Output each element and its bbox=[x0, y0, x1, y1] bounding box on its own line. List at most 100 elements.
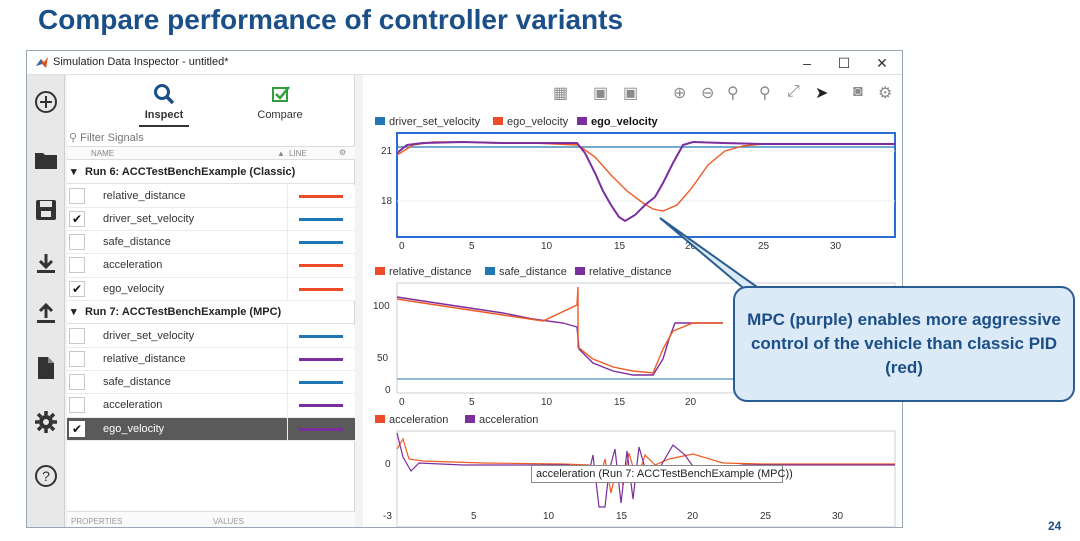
signal-line-style[interactable] bbox=[299, 287, 343, 291]
signal-row[interactable]: acceleration bbox=[67, 254, 355, 278]
checkbox-check-icon bbox=[272, 86, 290, 102]
signal-checkbox[interactable]: ✔ bbox=[69, 280, 85, 297]
snapshot-camera-icon[interactable]: ◙ bbox=[853, 83, 863, 100]
fit-to-view-icon[interactable]: ⤢ bbox=[787, 83, 800, 100]
signal-line-style[interactable] bbox=[299, 427, 343, 431]
cursor-icon[interactable]: ➤ bbox=[815, 85, 829, 102]
sdi-window: Simulation Data Inspector - untitled* – … bbox=[26, 50, 903, 528]
callout-box: MPC (purple) enables more aggressive con… bbox=[733, 286, 1075, 402]
signal-checkbox[interactable]: ✔ bbox=[69, 420, 85, 437]
signal-name: acceleration bbox=[103, 259, 163, 272]
signal-row[interactable]: driver_set_velocity bbox=[67, 324, 355, 348]
plot1-xtick-5: 5 bbox=[469, 241, 475, 252]
column-separator bbox=[287, 207, 288, 231]
plot3-xtick-30: 30 bbox=[832, 511, 844, 522]
signal-checkbox[interactable] bbox=[69, 327, 85, 344]
plot2-xtick-5: 5 bbox=[469, 397, 475, 408]
zoom-out-icon[interactable]: ⊖ bbox=[701, 85, 715, 102]
plot1-ytick-18: 18 bbox=[381, 196, 393, 207]
values-label: VALUES bbox=[213, 517, 244, 526]
plot-1[interactable]: driver_set_velocity ego_velocity ego_vel… bbox=[375, 116, 896, 252]
legend-plot3-0: acceleration bbox=[389, 414, 448, 426]
run-header[interactable]: Run 6: ACCTestBenchExample (Classic) ▾ bbox=[67, 161, 355, 184]
column-separator bbox=[287, 254, 288, 278]
plot3-ytick-0: 0 bbox=[385, 459, 391, 470]
signal-checkbox[interactable] bbox=[69, 257, 85, 274]
signal-row[interactable]: ✔ ego_velocity bbox=[67, 417, 355, 441]
signal-row[interactable]: ✔ ego_velocity bbox=[67, 277, 355, 301]
page-number: 24 bbox=[1048, 519, 1062, 533]
download-icon[interactable] bbox=[33, 251, 59, 277]
upload-icon[interactable] bbox=[33, 301, 59, 327]
signal-line-style[interactable] bbox=[299, 381, 343, 385]
signal-row[interactable]: safe_distance bbox=[67, 371, 355, 395]
column-separator bbox=[287, 324, 288, 348]
signal-checkbox[interactable] bbox=[69, 187, 85, 204]
save-icon[interactable] bbox=[33, 197, 59, 223]
signal-line-style[interactable] bbox=[299, 357, 343, 361]
column-separator bbox=[287, 347, 288, 371]
plot3-xtick-25: 25 bbox=[760, 511, 772, 522]
matlab-logo-icon bbox=[36, 57, 48, 68]
filter-signals-input[interactable] bbox=[80, 132, 281, 144]
signal-checkbox[interactable]: ✔ bbox=[69, 210, 85, 227]
signal-line-style[interactable] bbox=[299, 194, 343, 198]
plot1-frame bbox=[396, 132, 896, 238]
plus-circle-icon[interactable] bbox=[33, 89, 59, 115]
legend-plot3-1: acceleration bbox=[479, 414, 538, 426]
legend-swatch-accel-classic bbox=[375, 415, 385, 423]
close-button[interactable]: ✕ bbox=[876, 55, 888, 71]
tab-compare[interactable]: Compare bbox=[235, 81, 325, 127]
subplot-2-icon[interactable]: ▣ bbox=[623, 85, 639, 102]
zoom-y-icon[interactable]: ⚲ bbox=[759, 85, 771, 102]
signal-checkbox[interactable] bbox=[69, 234, 85, 251]
signal-line-style[interactable] bbox=[299, 241, 343, 245]
signal-row[interactable]: relative_distance bbox=[67, 347, 355, 372]
callout-text: MPC (purple) enables more aggressive con… bbox=[747, 310, 1061, 377]
column-separator bbox=[287, 371, 288, 395]
column-separator bbox=[287, 184, 288, 208]
help-icon[interactable]: ? bbox=[33, 463, 59, 489]
plot2-rel-distance-classic bbox=[396, 286, 723, 374]
signal-checkbox[interactable] bbox=[69, 397, 85, 414]
signal-line-style[interactable] bbox=[299, 264, 343, 268]
signal-line-style[interactable] bbox=[299, 404, 343, 408]
tab-inspect[interactable]: Inspect bbox=[119, 81, 209, 127]
run-header[interactable]: Run 7: ACCTestBenchExample (MPC) ▾ bbox=[67, 301, 355, 324]
legend-plot1-2: ego_velocity bbox=[591, 116, 659, 128]
signal-row[interactable]: ✔ driver_set_velocity bbox=[67, 207, 355, 232]
signal-checkbox[interactable] bbox=[69, 350, 85, 367]
legend-swatch-accel-mpc bbox=[465, 415, 475, 423]
plot1-ego-velocity-mpc bbox=[396, 140, 895, 223]
folder-icon[interactable] bbox=[33, 147, 59, 173]
signal-row[interactable]: relative_distance bbox=[67, 184, 355, 208]
signal-line-style[interactable] bbox=[299, 217, 343, 221]
signal-checkbox[interactable] bbox=[69, 374, 85, 391]
signal-line-style[interactable] bbox=[299, 334, 343, 338]
maximize-button[interactable]: ☐ bbox=[837, 55, 851, 71]
layout-grid-icon[interactable]: ▦ bbox=[553, 85, 569, 102]
signal-row[interactable]: acceleration bbox=[67, 394, 355, 418]
legend-swatch-driver-set bbox=[375, 117, 385, 125]
minimize-button[interactable]: – bbox=[803, 55, 811, 71]
plot3-ytick-neg3: -3 bbox=[383, 511, 392, 522]
collapse-caret-icon[interactable]: ▾ bbox=[71, 306, 77, 318]
column-settings-icon[interactable]: ⚙ bbox=[339, 148, 347, 157]
gear-icon[interactable] bbox=[33, 409, 59, 435]
plot-settings-gear-icon[interactable]: ⚙ bbox=[878, 85, 893, 102]
slide-title: Compare performance of controller varian… bbox=[38, 4, 624, 35]
signal-name: safe_distance bbox=[103, 376, 171, 389]
signal-row[interactable]: safe_distance bbox=[67, 231, 355, 255]
document-icon[interactable] bbox=[33, 355, 59, 381]
collapse-caret-icon[interactable]: ▾ bbox=[71, 166, 77, 178]
signal-panel: Inspect Compare ⚲ NAME ▲ LINE ⚙ Run 6: A… bbox=[67, 75, 355, 527]
plot2-xtick-0: 0 bbox=[399, 397, 405, 408]
svg-text:?: ? bbox=[42, 468, 50, 484]
legend-plot2-1: safe_distance bbox=[499, 266, 567, 278]
subplot-1-icon[interactable]: ▣ bbox=[593, 85, 609, 102]
zoom-in-icon[interactable]: ⊕ bbox=[673, 85, 687, 102]
plot2-ytick-100: 100 bbox=[373, 301, 390, 312]
signal-name: relative_distance bbox=[103, 189, 186, 202]
zoom-x-icon[interactable]: ⚲ bbox=[727, 85, 739, 102]
plot2-xtick-20: 20 bbox=[685, 397, 697, 408]
